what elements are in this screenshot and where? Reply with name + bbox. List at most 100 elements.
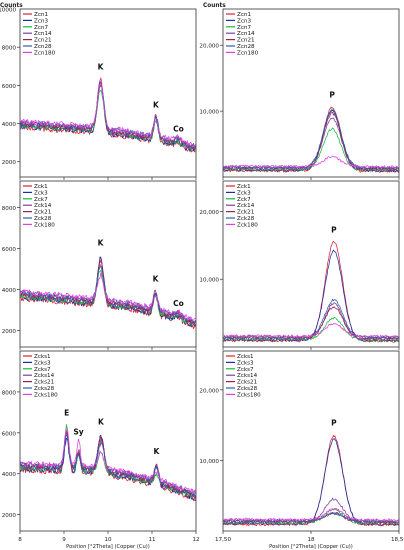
- peak-label: K: [98, 239, 105, 248]
- series-lines: [223, 241, 399, 343]
- plot-frame: [19, 180, 197, 348]
- legend-entry: Zck1: [34, 184, 48, 190]
- y-tick-label: 10,000: [199, 278, 219, 284]
- legend-entry: Zcn14: [237, 31, 255, 37]
- legend-entry: Zck7: [34, 197, 48, 203]
- plot-frame: [19, 350, 197, 532]
- x-tick-label: 18: [307, 537, 315, 543]
- chart-left-middle: 2000400060008000KKCoZck1Zck3Zck7Zck14Zck…: [2, 180, 197, 350]
- series-line-Zcn180: [20, 82, 196, 148]
- y-tick-label: 20,000: [199, 44, 219, 50]
- series-lines: [20, 424, 196, 502]
- legend-entry: Zck7: [237, 197, 251, 203]
- legend-entry: Zcn1: [34, 12, 48, 18]
- legend-entry: Zck180: [237, 222, 258, 228]
- legend-entry: Zcks21: [237, 380, 258, 386]
- legend-entry: Zcn28: [34, 44, 52, 50]
- x-tick-label: 17,50: [215, 537, 231, 543]
- peak-label: P: [331, 419, 337, 428]
- y-tick-label: 8000: [2, 46, 17, 52]
- y-tick-label: 10,000: [199, 110, 219, 116]
- x-tick-label: 11: [148, 537, 156, 543]
- legend-entry: Zcks1: [34, 354, 51, 360]
- chart-left-bottom: 2000 4000 6000 8000 8 9 10 11 12 Position [°2Thet…: [2, 350, 200, 550]
- legend-entry: Zcks7: [237, 367, 254, 373]
- legend-entry: Zck14: [237, 203, 255, 209]
- plot-frame: [19, 8, 197, 178]
- series-line-Zcks28: [223, 512, 399, 523]
- legend-entry: Zcn3: [34, 18, 48, 24]
- legend-entry: Zcn180: [34, 50, 56, 56]
- series-line-Zcn180: [223, 155, 399, 169]
- y-tick-label: 20,000: [199, 210, 219, 216]
- x-tick-label: 18,50: [391, 537, 404, 543]
- series-lines: [20, 77, 196, 153]
- legend-entry: Zck28: [34, 216, 52, 222]
- legend-entry: Zcn21: [34, 38, 52, 44]
- series-lines: [223, 106, 399, 173]
- y-tick-label: 2000: [2, 513, 17, 519]
- legend-entry: Zcks7: [34, 367, 51, 373]
- peak-label: Co: [173, 125, 184, 134]
- series-line-Zcks1: [223, 434, 399, 527]
- legend-entry: Zcks14: [34, 373, 55, 379]
- peak-label: K: [153, 447, 160, 456]
- legend-entry: Zcn1: [237, 12, 251, 18]
- legend-entry: Zck28: [237, 216, 255, 222]
- legend-entry: Zcks28: [237, 386, 258, 392]
- legend-entry: Zcks3: [34, 360, 51, 366]
- chart-right-bottom: 10,000 20,000 17,50 18 18,50 Position [°2Thet…: [199, 350, 404, 550]
- legend-entry: Zcn180: [237, 50, 259, 56]
- legend-entry: Zcn28: [237, 44, 255, 50]
- chart-left-top: 200040006000800010000CountsKKCoZcn1Zcn3Z…: [0, 3, 197, 180]
- y-tick-label: 4000: [2, 288, 17, 294]
- legend-entry: Zcks28: [34, 386, 55, 392]
- legend-entry: Zcks14: [237, 373, 258, 379]
- x-tick-label: 10: [104, 537, 112, 543]
- legend-entry: Zck3: [237, 190, 251, 196]
- series-line-Zck180: [223, 323, 399, 338]
- y-tick-label: 8000: [2, 206, 17, 212]
- series-lines: [223, 434, 399, 527]
- chart-right-middle: 10,000 20,000 P Zck1Zck3Zck7Zck14Zck21Zck28…: [199, 180, 400, 350]
- legend-entry: Zcks180: [34, 392, 58, 398]
- y-tick-label: 8000: [2, 390, 17, 396]
- series-lines: [20, 256, 196, 330]
- y-tick-label: 6000: [2, 247, 17, 253]
- y-tick-label: 2000: [2, 329, 17, 335]
- peak-label: K: [153, 100, 160, 109]
- series-line-Zck7: [223, 316, 399, 342]
- peak-label: E: [64, 409, 69, 418]
- peak-label: K: [153, 274, 160, 283]
- y-tick-label: 10,000: [199, 459, 219, 465]
- series-line-Zck21: [223, 306, 399, 340]
- y-tick-label: 2000: [2, 160, 17, 166]
- legend-entry: Zcks180: [237, 392, 261, 398]
- x-tick-label: 12: [192, 537, 199, 543]
- plot-frame: [222, 180, 400, 348]
- peak-label: Sy: [73, 427, 83, 436]
- y-axis-label: Counts: [203, 3, 226, 9]
- series-line-Zck14: [223, 302, 399, 341]
- legend-entry: Zcn3: [237, 18, 251, 24]
- x-tick-label: 8: [18, 537, 22, 543]
- y-top-tick-label: 10000: [0, 8, 16, 14]
- series-line-Zcn28: [223, 109, 399, 169]
- y-tick-label: 6000: [2, 431, 17, 437]
- y-axis-label: Counts: [0, 3, 23, 9]
- x-tick-label: 9: [62, 537, 66, 543]
- legend-entry: Zck21: [34, 210, 52, 216]
- legend-entry: Zck1: [237, 184, 251, 190]
- legend-entry: Zcn14: [34, 31, 52, 37]
- chart-right-top: 10,00020,000CountsPZcn1Zcn3Zcn7Zcn14Zcn2…: [199, 3, 400, 180]
- y-tick-label: 4000: [2, 472, 17, 478]
- x-axis-label: Position [°2Theta] (Copper (Cu)): [66, 544, 150, 550]
- peak-label: P: [331, 225, 337, 234]
- y-tick-label: 4000: [2, 122, 17, 128]
- peak-label: Co: [173, 299, 184, 308]
- series-line-Zck7: [20, 269, 196, 326]
- plot-frame: [222, 8, 400, 178]
- legend-entry: Zck3: [34, 190, 48, 196]
- plot-frame: [222, 350, 400, 532]
